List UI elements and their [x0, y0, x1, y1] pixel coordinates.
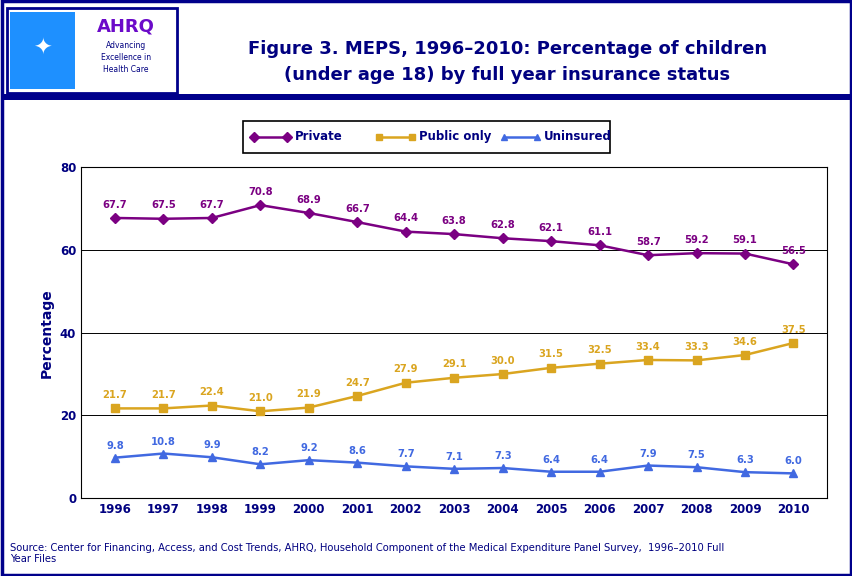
Text: 59.2: 59.2	[683, 235, 708, 245]
Text: 62.8: 62.8	[490, 220, 515, 230]
Text: 63.8: 63.8	[441, 216, 466, 226]
Text: 8.2: 8.2	[251, 448, 269, 457]
Text: 7.9: 7.9	[638, 449, 656, 458]
Text: 30.0: 30.0	[490, 356, 515, 366]
Text: 33.4: 33.4	[635, 342, 659, 351]
Text: 64.4: 64.4	[393, 213, 417, 223]
Text: ✦: ✦	[33, 39, 52, 59]
Text: 24.7: 24.7	[344, 378, 369, 388]
Text: 7.7: 7.7	[396, 449, 414, 460]
Text: 6.0: 6.0	[784, 456, 802, 467]
Text: 9.9: 9.9	[203, 440, 221, 450]
Text: 7.3: 7.3	[493, 451, 511, 461]
Text: AHRQ: AHRQ	[97, 18, 155, 36]
Text: 9.2: 9.2	[300, 443, 317, 453]
Text: 7.1: 7.1	[445, 452, 463, 462]
Text: 66.7: 66.7	[344, 204, 369, 214]
Text: 29.1: 29.1	[441, 359, 466, 369]
Text: 31.5: 31.5	[538, 350, 563, 359]
Text: 59.1: 59.1	[732, 235, 757, 245]
Text: 7.5: 7.5	[687, 450, 705, 460]
Text: 37.5: 37.5	[780, 325, 805, 335]
Text: Private: Private	[294, 130, 342, 143]
Text: 68.9: 68.9	[296, 195, 321, 204]
Text: 62.1: 62.1	[538, 223, 563, 233]
Text: 6.4: 6.4	[542, 455, 560, 465]
Text: 10.8: 10.8	[151, 437, 176, 446]
Text: 58.7: 58.7	[635, 237, 659, 247]
Text: Figure 3. MEPS, 1996–2010: Percentage of children: Figure 3. MEPS, 1996–2010: Percentage of…	[248, 40, 766, 58]
FancyBboxPatch shape	[10, 12, 75, 89]
Text: Advancing
Excellence in
Health Care: Advancing Excellence in Health Care	[101, 41, 151, 74]
Text: Uninsured: Uninsured	[544, 130, 611, 143]
Text: 61.1: 61.1	[586, 227, 612, 237]
Text: 9.8: 9.8	[106, 441, 124, 451]
Text: 22.4: 22.4	[199, 387, 224, 397]
Text: 70.8: 70.8	[248, 187, 273, 197]
Text: 67.7: 67.7	[102, 200, 127, 210]
Text: 21.9: 21.9	[296, 389, 321, 399]
Text: Public only: Public only	[418, 130, 491, 143]
Text: (under age 18) by full year insurance status: (under age 18) by full year insurance st…	[284, 66, 730, 84]
Text: 27.9: 27.9	[393, 365, 417, 374]
Text: 6.4: 6.4	[590, 455, 608, 465]
Text: Source: Center for Financing, Access, and Cost Trends, AHRQ, Household Component: Source: Center for Financing, Access, an…	[10, 543, 723, 564]
Text: 67.5: 67.5	[151, 200, 176, 210]
FancyBboxPatch shape	[243, 121, 609, 153]
Text: 21.7: 21.7	[151, 390, 176, 400]
Text: 34.6: 34.6	[732, 336, 757, 347]
FancyBboxPatch shape	[7, 8, 177, 93]
Text: 67.7: 67.7	[199, 200, 224, 210]
Y-axis label: Percentage: Percentage	[40, 288, 55, 377]
Text: 6.3: 6.3	[735, 455, 753, 465]
Text: 33.3: 33.3	[683, 342, 708, 352]
Text: 21.0: 21.0	[248, 393, 273, 403]
Text: 32.5: 32.5	[587, 346, 611, 355]
Text: 8.6: 8.6	[348, 446, 366, 456]
Text: 56.5: 56.5	[780, 246, 805, 256]
Text: 21.7: 21.7	[102, 390, 127, 400]
